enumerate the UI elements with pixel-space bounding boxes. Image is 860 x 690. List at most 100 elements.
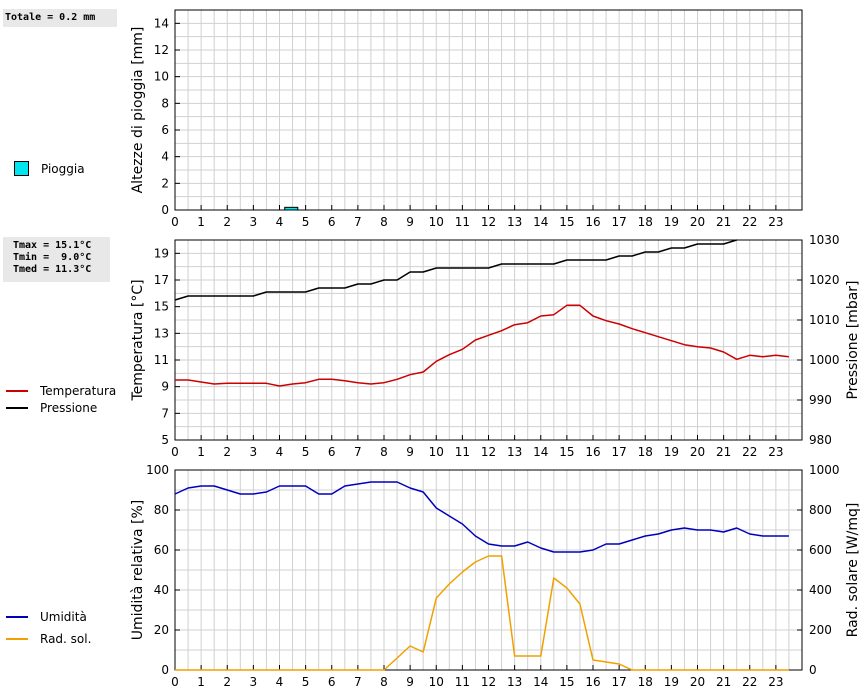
x-tick-label: 16	[585, 675, 600, 689]
x-tick-label: 11	[455, 445, 470, 459]
x-tick-label: 18	[638, 675, 653, 689]
x-tick-label: 0	[171, 675, 179, 689]
y2-tick-label: 1020	[809, 273, 840, 287]
y-tick-label: 40	[154, 583, 169, 597]
x-tick-label: 13	[507, 215, 522, 229]
x-tick-label: 10	[429, 445, 444, 459]
x-tick-label: 12	[481, 445, 496, 459]
x-tick-label: 15	[559, 215, 574, 229]
y2-tick-label: 600	[809, 543, 832, 557]
y-tick-label: 7	[161, 406, 169, 420]
x-tick-label: 11	[455, 675, 470, 689]
legend-radiation-label: Rad. sol.	[40, 632, 92, 646]
temperature-swatch	[6, 390, 28, 392]
x-tick-label: 13	[507, 675, 522, 689]
x-tick-label: 8	[380, 675, 388, 689]
x-tick-label: 21	[716, 675, 731, 689]
y-tick-label: 80	[154, 503, 169, 517]
y-tick-label: 5	[161, 433, 169, 447]
x-tick-label: 5	[302, 445, 310, 459]
x-tick-label: 12	[481, 215, 496, 229]
rain-total-label: Totale = 0.2 mm	[3, 9, 117, 27]
y-tick-label: 0	[161, 663, 169, 677]
x-tick-label: 3	[250, 445, 258, 459]
y-tick-label: 2	[161, 176, 169, 190]
y-axis-title: Altezze di pioggia [mm]	[130, 27, 146, 194]
x-tick-label: 14	[533, 445, 548, 459]
legend-humidity: Umidità	[6, 610, 87, 624]
x-tick-label: 20	[690, 675, 705, 689]
x-tick-label: 8	[380, 445, 388, 459]
x-tick-label: 11	[455, 215, 470, 229]
legend-radiation: Rad. sol.	[6, 632, 91, 646]
x-tick-label: 20	[690, 445, 705, 459]
legend-temperature-label: Temperatura	[40, 384, 117, 398]
x-tick-label: 9	[406, 675, 414, 689]
radiation-swatch	[6, 638, 28, 640]
x-tick-label: 19	[664, 675, 679, 689]
x-tick-label: 20	[690, 215, 705, 229]
series-line-pressione	[174, 239, 737, 301]
y-tick-label: 13	[154, 326, 169, 340]
x-tick-label: 0	[171, 445, 179, 459]
x-tick-label: 2	[223, 445, 231, 459]
y-tick-label: 8	[161, 96, 169, 110]
y2-axis-title: Pressione [mbar]	[845, 280, 860, 399]
y2-axis-title: Rad. solare [W/mq]	[845, 503, 860, 638]
x-tick-label: 12	[481, 675, 496, 689]
y2-tick-label: 200	[809, 623, 832, 637]
y2-tick-label: 800	[809, 503, 832, 517]
x-tick-label: 1	[197, 445, 205, 459]
rain-bar	[284, 206, 299, 211]
x-tick-label: 15	[559, 675, 574, 689]
x-tick-label: 2	[223, 675, 231, 689]
x-tick-label: 4	[276, 445, 284, 459]
x-tick-label: 22	[742, 675, 757, 689]
y-tick-label: 12	[154, 43, 169, 57]
x-tick-label: 7	[354, 675, 362, 689]
x-tick-label: 23	[768, 445, 783, 459]
y-tick-label: 10	[154, 70, 169, 84]
y2-tick-label: 980	[809, 433, 832, 447]
x-tick-label: 21	[716, 445, 731, 459]
x-tick-label: 10	[429, 675, 444, 689]
x-tick-label: 1	[197, 215, 205, 229]
rain-swatch	[14, 161, 29, 176]
y-tick-label: 20	[154, 623, 169, 637]
x-tick-label: 4	[276, 215, 284, 229]
pressure-swatch	[6, 407, 28, 409]
y2-tick-label: 1030	[809, 233, 840, 247]
y-tick-label: 17	[154, 273, 169, 287]
y-tick-label: 4	[161, 150, 169, 164]
y-tick-label: 100	[146, 463, 169, 477]
x-tick-label: 14	[533, 215, 548, 229]
x-tick-label: 16	[585, 215, 600, 229]
series-line-umidit	[174, 481, 789, 553]
x-tick-label: 17	[611, 675, 626, 689]
y-tick-label: 0	[161, 203, 169, 217]
x-tick-label: 2	[223, 215, 231, 229]
x-tick-label: 7	[354, 445, 362, 459]
legend-rain-label: Pioggia	[41, 161, 85, 176]
x-tick-label: 5	[302, 215, 310, 229]
y-tick-label: 14	[154, 16, 169, 30]
x-tick-label: 10	[429, 215, 444, 229]
humidity-swatch	[6, 616, 28, 618]
x-tick-label: 3	[250, 675, 258, 689]
y2-tick-label: 1000	[809, 353, 840, 367]
legend-humidity-label: Umidità	[40, 610, 87, 624]
x-tick-label: 9	[406, 445, 414, 459]
series-line-rad-sol	[175, 555, 789, 671]
x-tick-label: 17	[611, 445, 626, 459]
series-line-temperatura	[175, 304, 789, 387]
x-tick-label: 1	[197, 675, 205, 689]
x-tick-label: 3	[250, 215, 258, 229]
temperature-stats-box: Tmax = 15.1°C Tmin = 9.0°C Tmed = 11.3°C	[3, 237, 110, 282]
y-tick-label: 15	[154, 300, 169, 314]
y2-tick-label: 400	[809, 583, 832, 597]
y-tick-label: 6	[161, 123, 169, 137]
legend-pressure-label: Pressione	[40, 401, 98, 415]
x-tick-label: 18	[638, 445, 653, 459]
x-tick-label: 15	[559, 445, 574, 459]
